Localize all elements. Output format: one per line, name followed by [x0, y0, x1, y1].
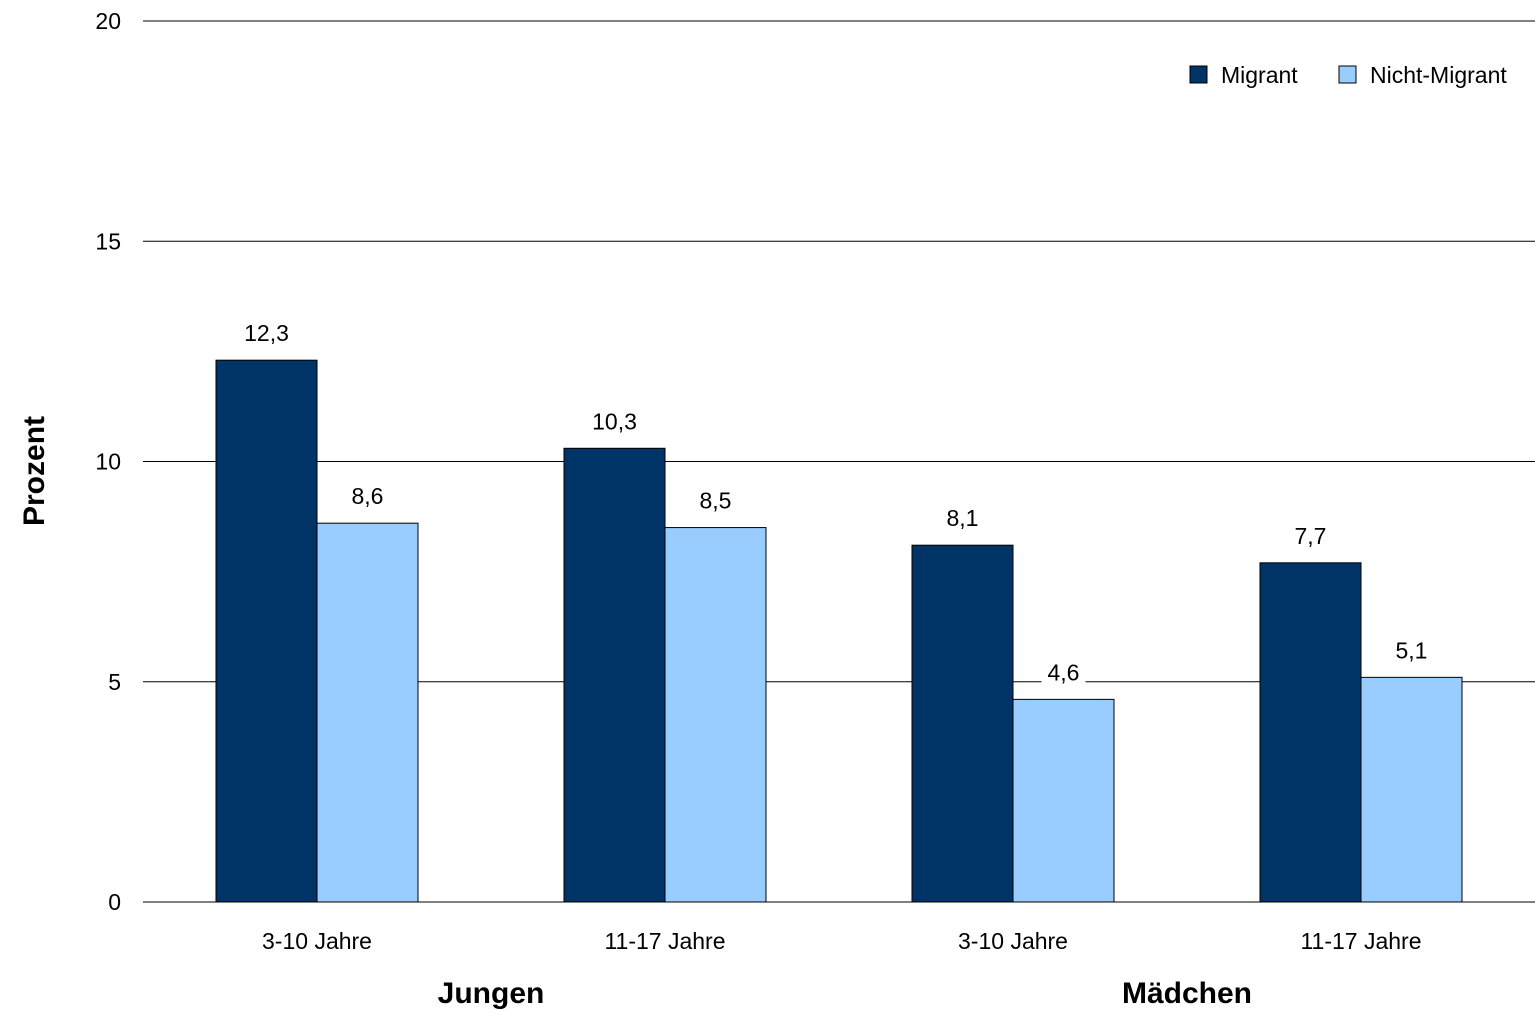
legend-swatch — [1338, 65, 1357, 84]
data-label-background — [940, 505, 985, 534]
bar — [563, 447, 666, 903]
y-tick-label: 20 — [95, 8, 121, 34]
x-group-label: Mädchen — [1122, 977, 1252, 1010]
x-axis-category-labels: 3-10 Jahre 11-17 Jahre 3-10 Jahre 11-17 Jah… — [262, 928, 1422, 954]
x-category-label: 11-17 Jahre — [604, 928, 725, 954]
data-label: 7,7 — [1295, 523, 1327, 549]
data-label: 12,3 — [244, 320, 289, 346]
data-label-background — [592, 408, 637, 437]
bar — [1259, 562, 1362, 903]
x-axis-group-labels: Jungen Mädchen — [438, 977, 1252, 1010]
x-group-label: Jungen — [438, 977, 545, 1010]
legend-label: Nicht-Migrant — [1370, 62, 1507, 88]
data-labels: 12,3 10,3 8,1 7,7 8,6 8,5 4,6 5,1 — [244, 320, 1434, 688]
data-label: 8,6 — [352, 483, 384, 509]
bar — [1360, 676, 1463, 903]
y-axis-title: Prozent — [18, 416, 51, 526]
legend: Migrant Nicht-Migrant — [1189, 62, 1507, 88]
bar — [215, 359, 318, 903]
x-category-label: 3-10 Jahre — [958, 928, 1068, 954]
y-tick-label: 5 — [108, 669, 121, 695]
data-label: 8,1 — [947, 505, 979, 531]
data-label-background — [693, 487, 738, 516]
bar — [911, 544, 1014, 903]
y-tick-label: 15 — [95, 228, 121, 254]
legend-swatch — [1189, 65, 1208, 84]
data-label: 8,5 — [700, 488, 732, 514]
data-label-background — [1389, 637, 1434, 666]
bars — [215, 359, 1463, 903]
data-label-background — [244, 320, 289, 349]
data-label: 10,3 — [592, 408, 637, 434]
bar — [316, 522, 419, 903]
bar — [1012, 698, 1115, 903]
data-label-background — [345, 483, 390, 512]
data-label: 4,6 — [1048, 659, 1080, 685]
data-label-background — [1041, 659, 1086, 688]
data-label: 5,1 — [1396, 637, 1428, 663]
x-category-label: 11-17 Jahre — [1300, 928, 1421, 954]
y-tick-label: 0 — [108, 889, 121, 915]
y-tick-label: 10 — [95, 449, 121, 475]
legend-label: Migrant — [1221, 62, 1298, 88]
x-category-label: 3-10 Jahre — [262, 928, 372, 954]
y-axis-tick-labels: 0 5 10 15 20 — [95, 8, 121, 915]
bar — [664, 527, 767, 903]
data-label-background — [1288, 522, 1333, 551]
